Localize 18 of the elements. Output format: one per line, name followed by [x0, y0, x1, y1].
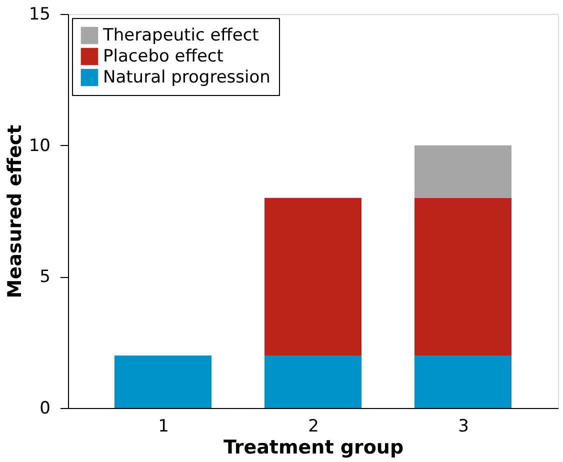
y-tick-label: 5 — [40, 267, 50, 288]
x-tick-label: 1 — [158, 416, 169, 436]
y-tick-label: 15 — [28, 4, 50, 24]
x-axis-title: Treatment group — [223, 436, 404, 458]
legend-label: Placebo effect — [103, 46, 224, 66]
x-tick-label: 3 — [458, 416, 469, 436]
y-axis-title: Measured effect — [4, 124, 26, 298]
x-tick-label: 2 — [308, 416, 319, 436]
legend-label: Therapeutic effect — [102, 26, 260, 46]
bar — [414, 198, 512, 356]
bar — [264, 355, 362, 408]
y-tick-label: 0 — [40, 398, 50, 418]
bar — [414, 145, 512, 198]
bar — [114, 355, 212, 408]
legend-label: Natural progression — [103, 68, 270, 88]
y-tick-label: 10 — [28, 136, 50, 156]
bar — [414, 355, 512, 408]
bar — [264, 198, 362, 356]
